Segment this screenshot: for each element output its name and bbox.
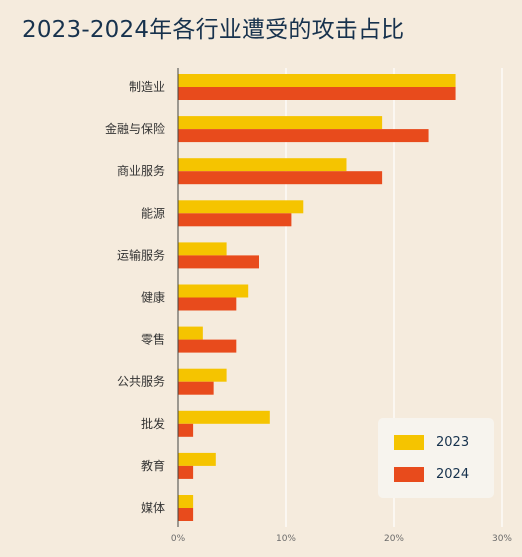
bar-2023 (178, 242, 227, 256)
category-label: 制造业 (129, 80, 165, 94)
legend-label-2024: 2024 (436, 467, 470, 482)
bar-2023 (178, 116, 383, 130)
bar-2024 (178, 508, 194, 521)
legend-swatch-2024 (394, 467, 424, 482)
category-label: 零售 (141, 332, 165, 347)
bar-2023 (178, 74, 456, 87)
legend-item-2023: 2023 (394, 435, 469, 450)
x-tick-label: 0% (171, 534, 186, 544)
bar-2024 (178, 297, 237, 311)
bar-2024 (178, 423, 194, 437)
chart-title: 2023-2024年各行业遭受的攻击占比 (22, 17, 405, 43)
category-label: 批发 (141, 416, 165, 431)
bar-2023 (178, 368, 227, 382)
bars (178, 74, 456, 521)
bar-2023 (178, 410, 270, 424)
legend-swatch-2023 (394, 435, 424, 450)
bar-2023 (178, 200, 304, 214)
bar-2024 (178, 465, 194, 479)
x-tick-label: 30% (492, 534, 512, 544)
bar-2023 (178, 495, 194, 508)
bar-2023 (178, 284, 249, 298)
legend-label-2023: 2023 (436, 435, 470, 450)
category-label: 运输服务 (117, 247, 165, 262)
bar-2023 (178, 326, 203, 340)
bar-2024 (178, 255, 259, 269)
category-label: 教育 (141, 458, 165, 473)
bar-2024 (178, 171, 383, 185)
category-label: 能源 (141, 206, 165, 220)
legend: 2023 2024 (378, 418, 494, 498)
legend-item-2024: 2024 (394, 467, 469, 482)
category-label: 健康 (141, 290, 165, 305)
bar-2024 (178, 87, 456, 100)
category-label: 金融与保险 (105, 121, 165, 136)
bar-2024 (178, 381, 214, 395)
bar-2023 (178, 158, 347, 172)
bar-2024 (178, 129, 429, 143)
x-tick-label: 20% (384, 534, 404, 544)
bar-2023 (178, 452, 216, 466)
bar-2024 (178, 339, 237, 353)
x-tick-label: 10% (276, 534, 296, 544)
bar-2024 (178, 213, 292, 227)
x-tick-labels: 0% 10% 20% 30% (171, 534, 513, 544)
category-label: 公共服务 (117, 374, 165, 389)
category-label: 商业服务 (117, 163, 165, 178)
category-label: 媒体 (141, 501, 165, 515)
